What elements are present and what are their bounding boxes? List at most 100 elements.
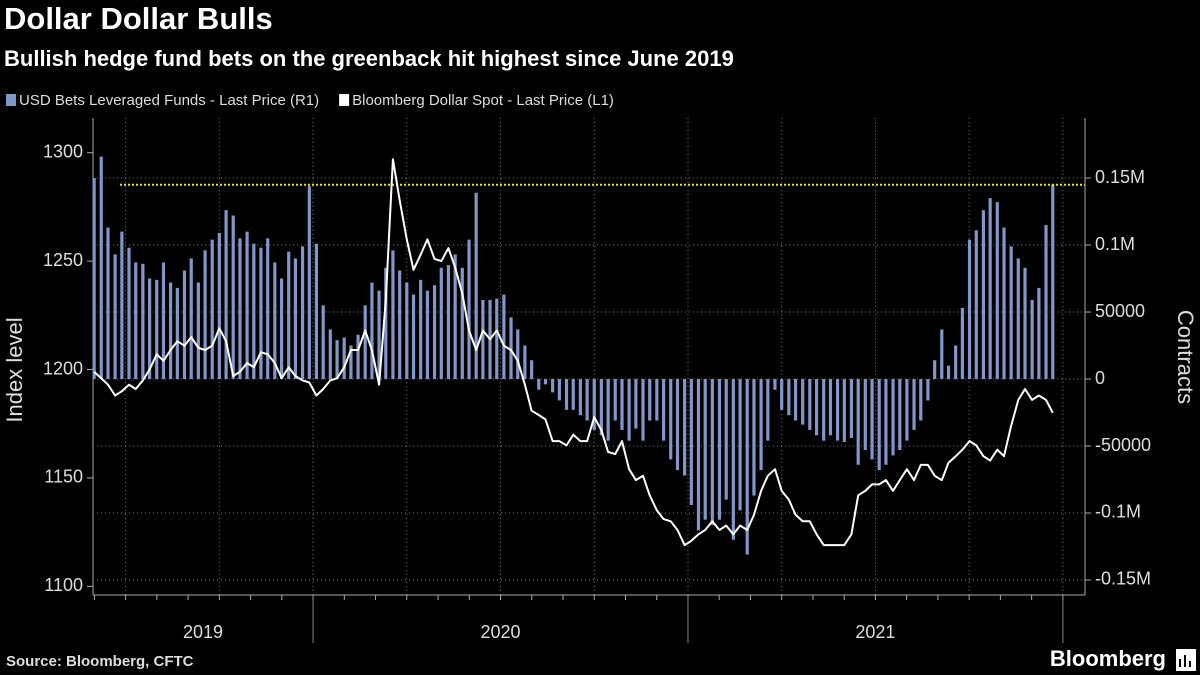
legend-swatch [339,94,350,106]
bar [675,379,680,471]
bar [252,243,256,380]
bar [134,262,138,380]
bar [933,360,937,380]
bar [655,379,659,421]
bar [432,285,437,380]
source-note: Source: Bloomberg, CFTC [6,653,194,670]
bar [620,379,624,430]
bar [613,379,617,421]
y2-tick-label: 0 [1095,368,1105,388]
bar [453,254,457,380]
x-tick-label: 2020 [480,622,520,642]
bar [780,379,784,410]
bar [439,267,443,380]
bar [356,334,360,380]
legend-swatch [6,94,16,106]
bar [919,379,923,421]
bar [127,247,131,380]
y-tick-label: 1200 [43,358,83,378]
bar [946,365,951,380]
bar [273,262,277,380]
bar [141,263,145,380]
bar [1016,258,1020,380]
bar [773,379,777,390]
bar [92,178,96,380]
bar [981,210,986,380]
bar [745,379,749,555]
bar [1051,184,1055,380]
legend-label: Bloomberg Dollar Spot - Last Price (L1) [352,92,614,109]
bar [634,379,638,429]
bar [175,287,179,380]
bar [592,379,596,430]
bar [502,294,506,380]
bar [370,282,374,380]
bar [738,379,742,511]
bar [460,267,464,380]
bar [99,156,103,380]
bar [481,299,485,380]
bar [842,379,846,442]
bar [300,246,305,380]
bar [793,379,798,421]
bar [766,379,770,441]
brand-logo: Bloomberg [1050,646,1166,671]
bar [113,254,117,380]
chart-subtitle: Bullish hedge fund bets on the greenback… [4,46,734,71]
bar [926,379,930,401]
bar [155,279,159,380]
bar [752,379,756,496]
line [93,158,1054,547]
bar [814,379,819,436]
bar [877,379,881,471]
bar [467,239,471,380]
y-axis-title: Index level [2,317,27,422]
bar [377,290,381,380]
y2-tick-label: 0.1M [1095,234,1135,254]
bar [537,379,541,390]
bar [287,251,291,380]
bar [870,379,874,460]
bar [314,243,319,380]
bar [787,379,791,416]
bar [967,239,972,380]
bar [169,282,173,380]
bar [411,294,416,380]
bar [1002,227,1006,380]
y2-tick-label: -50000 [1095,435,1151,455]
x-tick-label: 2019 [183,622,223,642]
bar [363,305,367,380]
bar [696,379,701,531]
bar [425,290,430,380]
bar [495,298,499,380]
bar [307,186,311,380]
bar [717,379,722,520]
bar [217,232,221,380]
bar [245,231,249,380]
bar [1037,287,1041,380]
y2-tick-label: 50000 [1095,301,1145,321]
bar [523,345,527,380]
bar [148,278,152,380]
bar [912,379,916,430]
bar [891,379,895,456]
bar [703,379,707,520]
bar [731,379,735,540]
bar [543,379,548,385]
bar [1023,267,1027,380]
y2-tick-label: -0.15M [1095,569,1151,589]
x-tick-label: 2021 [855,622,895,642]
bar [279,278,284,380]
bar [710,379,714,526]
bar [391,250,395,380]
bar [474,192,478,380]
bar [898,379,902,451]
y-tick-label: 1250 [43,250,83,270]
bar [669,379,673,460]
bar [384,267,388,380]
bar [398,270,402,380]
bar [822,379,826,441]
bar [106,227,110,380]
